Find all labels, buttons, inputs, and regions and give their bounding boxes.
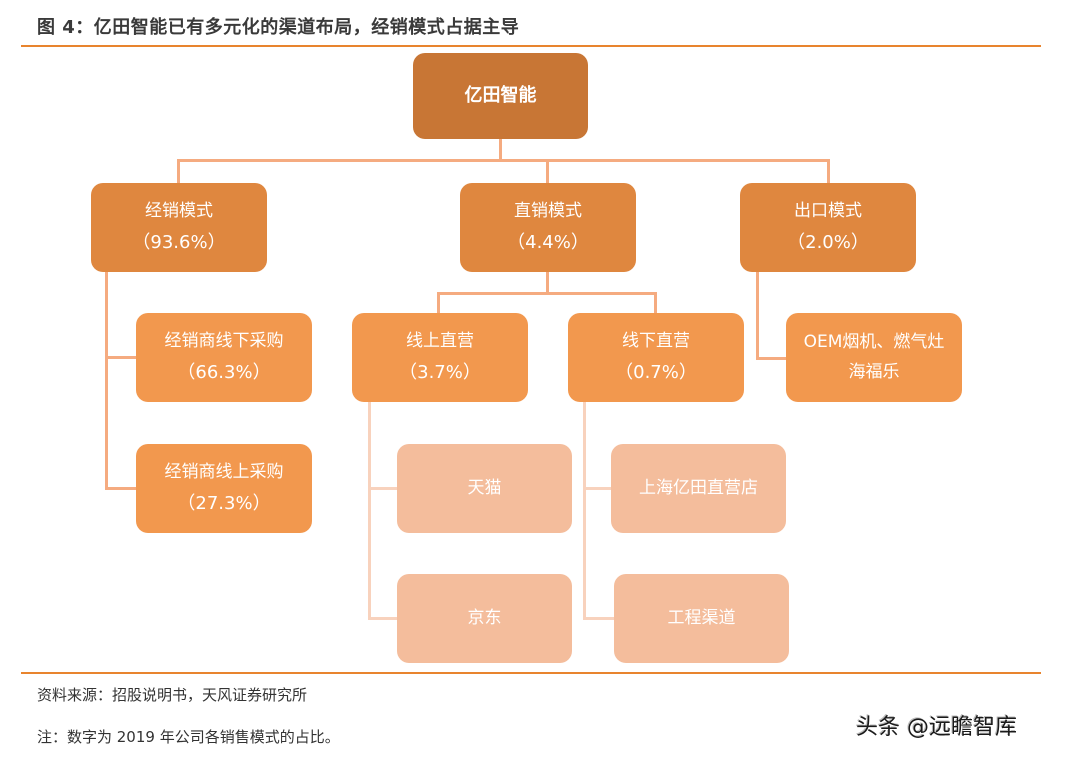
root-node-yitian: 亿田智能 [413,53,588,139]
data-note: 注：数字为 2019 年公司各销售模式的占比。 [37,728,340,746]
node-export-mode: 出口模式 （2.0%） [740,183,916,272]
source-note: 资料来源：招股说明书，天风证券研究所 [37,686,308,704]
connector [368,402,371,620]
node-dealer-offline: 经销商线下采购 （66.3%） [136,313,312,402]
figure-title: 图 4：亿田智能已有多元化的渠道布局，经销模式占据主导 [37,17,520,38]
node-label: 线上直营 [406,330,474,351]
connector [368,617,399,620]
connector [546,272,549,294]
connector [583,402,586,620]
node-label: 工程渠道 [667,607,736,628]
top-divider [21,45,1041,47]
node-label: 经销模式 [145,200,213,221]
connector [105,272,108,490]
node-direct-mode: 直销模式 （4.4%） [460,183,636,272]
node-share: （3.7%） [399,361,481,383]
connector [499,138,502,162]
connector [546,159,549,184]
node-label: 出口模式 [794,200,862,221]
node-distribution-mode: 经销模式 （93.6%） [91,183,267,272]
node-share: （0.7%） [615,361,697,383]
node-label: 经销商线上采购 [164,461,284,482]
node-shanghai-store: 上海亿田直营店 [611,444,786,533]
connector [105,356,137,359]
node-label: OEM烟机、燃气灶 [803,331,945,352]
root-label: 亿田智能 [464,85,537,107]
node-client: 海福乐 [848,361,900,382]
node-share: （27.3%） [177,492,271,514]
connector [177,159,830,162]
node-offline-direct: 线下直营 （0.7%） [568,313,744,402]
node-share: （66.3%） [177,361,271,383]
bottom-divider [21,672,1041,674]
node-share: （2.0%） [787,231,869,253]
node-online-direct: 线上直营 （3.7%） [352,313,528,402]
connector [105,487,137,490]
node-label: 上海亿田直营店 [639,477,758,498]
connector [756,272,759,360]
connector [177,159,180,184]
node-oem-export: OEM烟机、燃气灶 海福乐 [786,313,962,402]
connector [368,487,399,490]
connector [583,617,615,620]
connector [756,357,788,360]
connector [437,292,657,295]
watermark: 头条 @远瞻智库 [856,715,1017,740]
node-label: 天猫 [467,477,502,498]
node-dealer-online: 经销商线上采购 （27.3%） [136,444,312,533]
connector [654,292,657,314]
node-jd: 京东 [397,574,572,663]
node-tmall: 天猫 [397,444,572,533]
connector [827,159,830,184]
node-share: （93.6%） [132,231,226,253]
node-label: 京东 [467,607,502,628]
node-label: 直销模式 [514,200,582,221]
connector [583,487,612,490]
node-share: （4.4%） [507,231,589,253]
connector [437,292,440,314]
node-label: 经销商线下采购 [164,330,284,351]
node-label: 线下直营 [622,330,690,351]
node-engineering-channel: 工程渠道 [614,574,789,663]
